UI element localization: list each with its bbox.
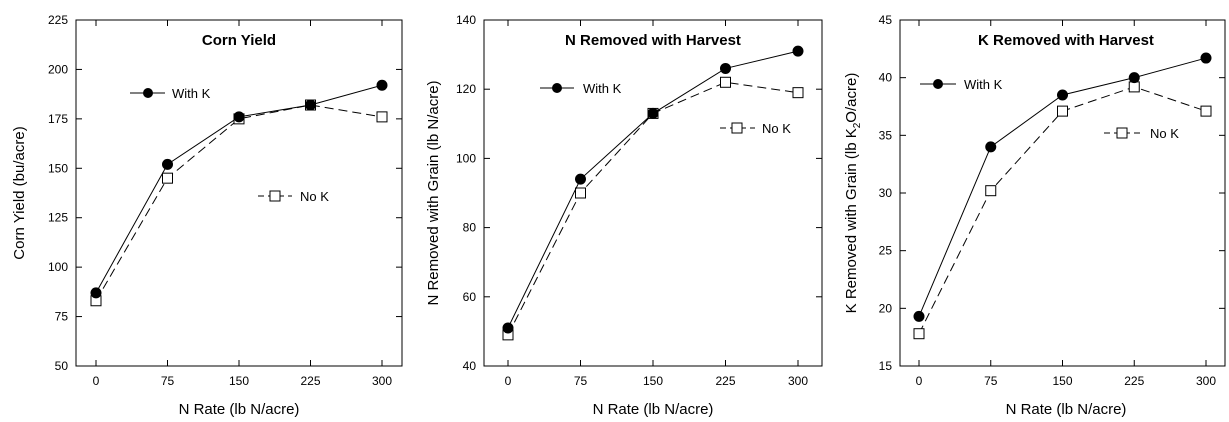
y-tick-label: 20 bbox=[879, 301, 893, 315]
x-tick-label: 0 bbox=[916, 374, 923, 388]
chart-title: N Removed with Harvest bbox=[565, 32, 741, 49]
y-tick-label: 140 bbox=[456, 13, 476, 27]
legend-label-no-k: No K bbox=[1150, 126, 1179, 141]
data-point-with-k bbox=[792, 45, 804, 57]
chart-title: K Removed with Harvest bbox=[978, 32, 1154, 49]
data-point-with-k bbox=[305, 99, 316, 111]
y-axis-label: N Removed with Grain (lb N/acre) bbox=[425, 80, 442, 305]
data-point-with-k bbox=[575, 173, 586, 185]
series-line-no-k bbox=[918, 86, 1207, 334]
legend-with-k: With K bbox=[540, 81, 622, 96]
data-point-no-k bbox=[1057, 105, 1068, 117]
x-tick-label: 0 bbox=[505, 374, 512, 388]
y-tick-label: 120 bbox=[456, 82, 476, 96]
y-tick-label: 15 bbox=[879, 359, 893, 373]
data-point-no-k bbox=[1200, 105, 1212, 117]
y-tick-label: 35 bbox=[879, 128, 893, 142]
data-point-no-k bbox=[162, 172, 173, 184]
x-tick-label: 75 bbox=[161, 374, 175, 388]
y-tick-label: 40 bbox=[879, 71, 893, 85]
legend-no-k: No K bbox=[258, 189, 329, 204]
y-tick-label: 225 bbox=[48, 13, 68, 27]
data-point-with-k bbox=[90, 287, 102, 299]
x-axis-label: N Rate (lb N/acre) bbox=[1006, 401, 1127, 418]
data-point-no-k bbox=[1128, 81, 1140, 93]
x-tick-label: 225 bbox=[715, 374, 735, 388]
y-tick-label: 100 bbox=[456, 151, 476, 165]
data-point-no-k bbox=[792, 87, 804, 99]
y-tick-label: 45 bbox=[879, 13, 893, 27]
y-axis-label-subscript: 2 bbox=[852, 122, 863, 128]
x-tick-label: 225 bbox=[300, 374, 320, 388]
legend-label-with-k: With K bbox=[964, 77, 1003, 92]
data-point-with-k bbox=[1128, 72, 1140, 84]
x-tick-label: 150 bbox=[1052, 374, 1072, 388]
x-tick-label: 75 bbox=[574, 374, 588, 388]
data-point-with-k bbox=[720, 62, 731, 74]
x-tick-label: 300 bbox=[1196, 374, 1216, 388]
plot-frame bbox=[483, 19, 823, 367]
y-tick-label: 100 bbox=[48, 260, 68, 274]
x-axis-label: N Rate (lb N/acre) bbox=[179, 401, 300, 418]
x-tick-label: 225 bbox=[1124, 374, 1144, 388]
y-tick-label: 40 bbox=[463, 359, 477, 373]
legend-label-with-k: With K bbox=[583, 81, 622, 96]
y-tick-label: 60 bbox=[463, 290, 477, 304]
data-point-with-k bbox=[1200, 52, 1212, 64]
data-point-no-k bbox=[913, 328, 925, 340]
series-line-no-k bbox=[95, 104, 383, 302]
chart-title: Corn Yield bbox=[202, 32, 276, 49]
n-removed-chart: 40 60 80 100 120 140 0 75 150 225 300 N Removed wi… bbox=[425, 13, 823, 418]
series-line-with-k bbox=[507, 50, 799, 329]
legend-label-no-k: No K bbox=[762, 121, 791, 136]
y-axis-label: Corn Yield (bu/acre) bbox=[11, 126, 28, 259]
data-point-no-k bbox=[720, 76, 731, 88]
x-axis-label: N Rate (lb N/acre) bbox=[593, 401, 714, 418]
x-tick-label: 150 bbox=[229, 374, 249, 388]
y-tick-label: 25 bbox=[879, 244, 893, 258]
x-tick-label: 0 bbox=[93, 374, 100, 388]
x-tick-label: 300 bbox=[372, 374, 392, 388]
y-axis-label-part: K Removed with Grain (lb K bbox=[843, 128, 860, 313]
data-point-with-k bbox=[162, 158, 173, 170]
y-tick-label: 150 bbox=[48, 161, 68, 175]
data-point-no-k bbox=[985, 185, 997, 197]
legend-no-k: No K bbox=[1104, 126, 1179, 141]
y-tick-label: 175 bbox=[48, 112, 68, 126]
y-axis-label: K Removed with Grain (lb K2O/acre) bbox=[843, 73, 863, 314]
plot-frame bbox=[75, 19, 403, 367]
legend-label-no-k: No K bbox=[300, 189, 329, 204]
y-tick-label: 30 bbox=[879, 186, 893, 200]
data-point-with-k bbox=[1057, 89, 1068, 101]
y-tick-label: 50 bbox=[55, 359, 69, 373]
data-point-with-k bbox=[233, 111, 245, 123]
y-tick-label: 200 bbox=[48, 62, 68, 76]
legend-label-with-k: With K bbox=[172, 86, 211, 101]
data-point-with-k bbox=[913, 310, 925, 322]
y-tick-label: 125 bbox=[48, 211, 68, 225]
x-tick-label: 300 bbox=[788, 374, 808, 388]
data-point-no-k bbox=[575, 187, 586, 199]
x-tick-label: 150 bbox=[643, 374, 663, 388]
series-line-no-k bbox=[507, 81, 799, 336]
plot-frame bbox=[899, 19, 1226, 367]
data-point-with-k bbox=[376, 79, 388, 91]
legend-no-k: No K bbox=[720, 121, 791, 136]
y-tick-label: 80 bbox=[463, 221, 477, 235]
legend-with-k: With K bbox=[920, 77, 1003, 92]
y-tick-label: 75 bbox=[55, 310, 69, 324]
data-point-with-k bbox=[647, 107, 659, 119]
data-point-no-k bbox=[376, 111, 388, 123]
data-point-with-k bbox=[502, 322, 514, 334]
x-tick-label: 75 bbox=[984, 374, 998, 388]
legend-with-k: With K bbox=[130, 86, 211, 101]
corn-yield-chart: 50 75 100 125 150 175 200 225 0 75 150 225 300 Corn … bbox=[11, 13, 403, 418]
y-axis-label-part: O/acre) bbox=[843, 73, 860, 123]
k-removed-chart: 15 20 25 30 35 40 45 0 75 150 225 300 K Removed wit… bbox=[843, 13, 1226, 418]
data-point-with-k bbox=[985, 141, 997, 153]
